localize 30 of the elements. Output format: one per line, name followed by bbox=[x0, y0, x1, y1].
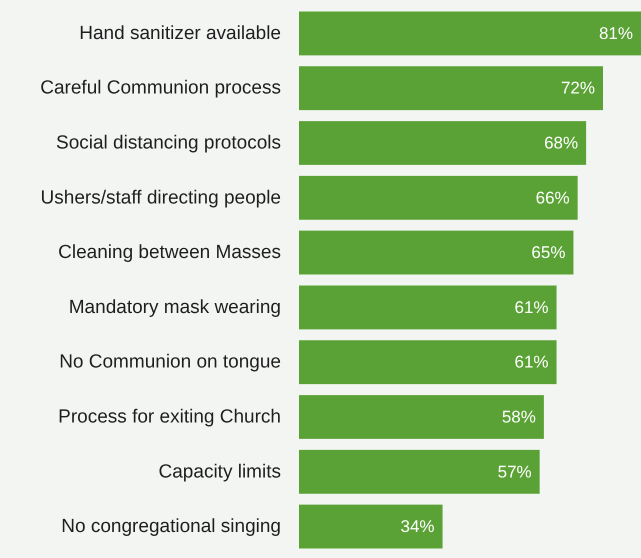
bar bbox=[299, 450, 540, 494]
y-tick-label: Capacity limits bbox=[158, 461, 281, 482]
y-tick-label: Hand sanitizer available bbox=[79, 22, 281, 44]
y-tick-label: Ushers/staff directing people bbox=[40, 187, 281, 208]
bar bbox=[299, 176, 578, 220]
bar bbox=[299, 230, 574, 275]
y-tick-label: Mandatory mask wearing bbox=[68, 296, 281, 318]
y-tick-label: Cleaning between Masses bbox=[58, 242, 281, 264]
data-label: 81% bbox=[598, 24, 633, 43]
y-tick-label: No congregational singing bbox=[61, 516, 281, 538]
data-label: 66% bbox=[536, 188, 570, 208]
data-label: 58% bbox=[502, 408, 536, 426]
bar bbox=[299, 121, 586, 165]
bar bbox=[299, 285, 557, 330]
y-tick-label: No Communion on tongue bbox=[59, 352, 281, 373]
data-label: 61% bbox=[514, 352, 549, 372]
y-tick-label: Careful Communion process bbox=[40, 78, 281, 99]
data-label: 34% bbox=[400, 517, 435, 536]
bar bbox=[299, 504, 443, 549]
data-label: 65% bbox=[531, 243, 566, 262]
data-label: 57% bbox=[498, 462, 532, 482]
data-label: 68% bbox=[544, 134, 578, 152]
data-label: 72% bbox=[560, 78, 595, 98]
bar bbox=[299, 340, 557, 384]
y-tick-label: Process for exiting Church bbox=[58, 406, 281, 428]
bar bbox=[299, 66, 603, 110]
bar bbox=[299, 11, 641, 56]
data-label: 61% bbox=[514, 298, 549, 317]
y-tick-label: Social distancing protocols bbox=[56, 132, 281, 154]
bar bbox=[299, 395, 544, 439]
